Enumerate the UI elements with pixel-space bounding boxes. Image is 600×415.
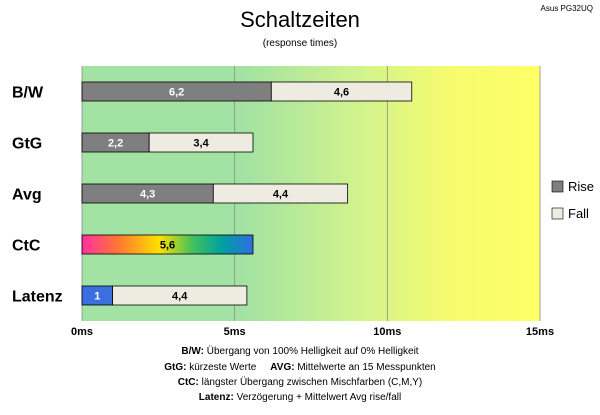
legend-label-rise: Rise (568, 179, 594, 194)
bar-fall (148, 132, 254, 153)
bar-fall-label: 4,4 (172, 291, 188, 303)
footnote-ctc: CtC: längster Übergang zwischen Mischfar… (178, 376, 423, 388)
legend-label-fall: Fall (568, 206, 589, 221)
chart-subtitle: (response times) (263, 38, 337, 49)
category-label: CtC (12, 238, 41, 255)
category-label: GtG (12, 136, 42, 153)
bar-fall (270, 81, 413, 102)
category-labels: B/W GtG Avg CtC Latenz (12, 85, 63, 306)
category-label: Latenz (12, 289, 63, 306)
bar-fall-label: 3,4 (193, 138, 209, 150)
footnotes: B/W: Übergang von 100% Helligkeit auf 0%… (164, 345, 436, 403)
category-label: B/W (12, 85, 44, 102)
x-tick-label: 0ms (71, 326, 93, 338)
bar-rise-label: 6,2 (169, 87, 184, 99)
category-label: Avg (12, 187, 42, 204)
bar-fall (212, 183, 349, 204)
footnote-gtg-avg: GtG: kürzeste Werte AVG: Mittelwerte an 1… (164, 362, 436, 373)
x-tick-labels: 0ms 5ms 10ms 15ms (71, 326, 554, 338)
legend-swatch-rise (551, 180, 564, 193)
bar-fall-label: 4,6 (334, 87, 349, 99)
bar-rise (81, 234, 254, 255)
chart-title: Schaltzeiten (240, 7, 360, 32)
footnote-bw: B/W: Übergang von 100% Helligkeit auf 0%… (181, 345, 418, 357)
bar-rise-label: 5,6 (160, 240, 175, 252)
bar-fall-label: 4,4 (273, 189, 289, 201)
x-tick-label: 10ms (373, 326, 401, 338)
bar-rise-label: 2,2 (108, 138, 123, 150)
corner-label: Asus PG32UQ (541, 4, 593, 13)
bars: 6,2 4,6 2,2 3,4 4,3 4,4 5,6 1 4,4 (81, 81, 413, 306)
legend-swatch-fall (551, 207, 564, 220)
legend: Rise Fall (551, 179, 594, 221)
footnote-latenz: Latenz: Verzögerung + Mittelwert Avg ris… (199, 392, 401, 403)
bar-fall (112, 285, 248, 306)
x-tick-label: 5ms (224, 326, 246, 338)
x-tick-label: 15ms (526, 326, 554, 338)
bar-rise-label: 1 (94, 291, 100, 303)
bar-rise-label: 4,3 (140, 189, 155, 201)
